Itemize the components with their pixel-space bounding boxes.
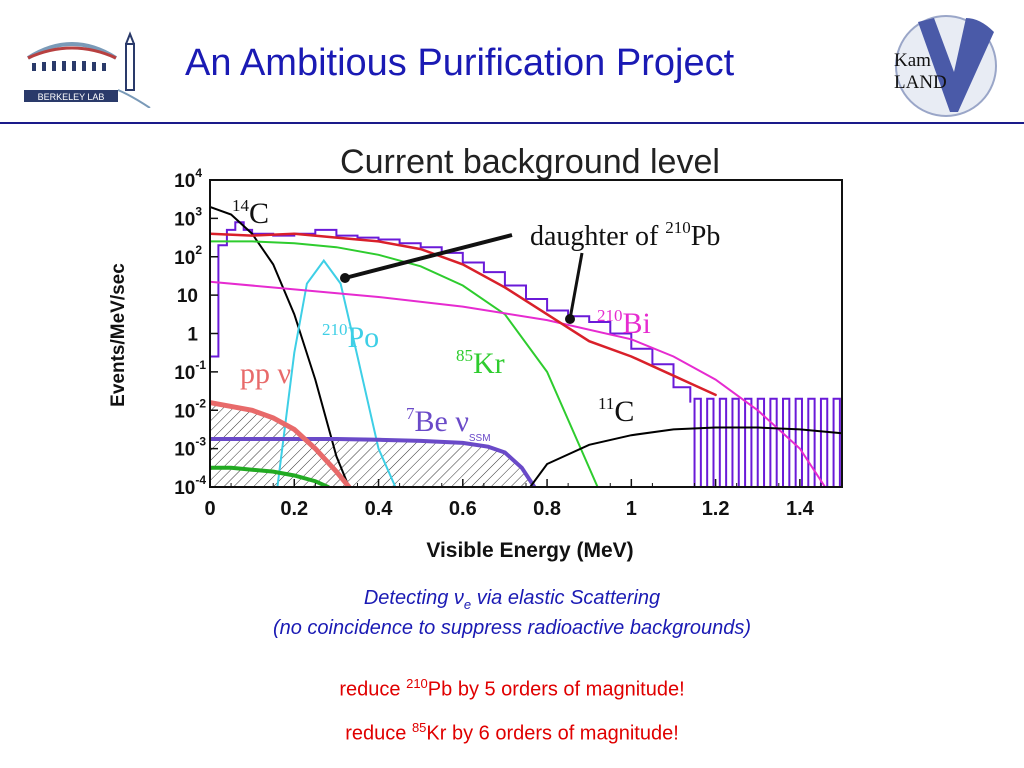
- y-tick-label: 10-3: [174, 435, 206, 461]
- histogram-spike: [794, 397, 803, 487]
- caption-line-1: Detecting νe via elastic Scattering: [363, 587, 661, 612]
- y-axis-label: Events/MeV/sec: [108, 263, 129, 407]
- x-tick-label: 1.2: [702, 498, 730, 520]
- chart-title: Current background level: [340, 143, 720, 181]
- histogram-spike: [769, 397, 778, 487]
- x-tick-label: 1.4: [786, 498, 815, 520]
- y-tick-label: 10-4: [174, 473, 206, 499]
- histogram-spike: [706, 397, 715, 487]
- series-210bi: [210, 280, 827, 487]
- histogram-spike: [731, 397, 740, 487]
- reduce-kr85-text: reduce 85Kr by 6 orders of magnitude!: [345, 720, 679, 745]
- y-tick-label: 10: [177, 286, 198, 307]
- histogram-spike: [832, 397, 841, 487]
- annotation-bi210: 210Bi: [597, 306, 651, 340]
- pointer-dot-bi210: [565, 314, 575, 324]
- x-tick-label: 0.2: [280, 498, 308, 520]
- histogram-spike: [756, 397, 766, 487]
- histogram-spike: [718, 397, 728, 487]
- x-tick-label: 1: [626, 498, 637, 520]
- x-tick-label: 0.6: [449, 498, 477, 520]
- logo-left-text: BERKELEY LAB: [38, 92, 105, 102]
- series-11c: [529, 426, 842, 487]
- pointer-dot-po210: [340, 273, 350, 283]
- series-7be-: [210, 437, 537, 487]
- x-tick-label: 0.8: [533, 498, 561, 520]
- logo-right-text-1: Kam: [894, 50, 931, 71]
- pointer-to-bi210: [568, 252, 584, 320]
- title-divider: [0, 122, 1024, 124]
- histogram-spike: [782, 397, 791, 487]
- x-axis: 0 0.2 0.4 0.6 0.8 1 1.2 1.4: [204, 479, 822, 520]
- y-tick-label: 102: [174, 243, 202, 269]
- plot-area: [210, 205, 842, 487]
- histogram-spike: [693, 397, 702, 487]
- hatched-region: [210, 402, 535, 487]
- histogram-spike: [819, 397, 829, 487]
- y-tick-label: 1: [187, 325, 198, 346]
- annotation-kr85: 85Kr: [456, 346, 505, 380]
- series-total: [210, 232, 717, 397]
- caption-line-2: (no coincidence to suppress radioactive …: [272, 617, 752, 639]
- berkeley-lab-logo: BERKELEY LAB: [24, 31, 151, 108]
- curve-group: [210, 205, 842, 487]
- nu-symbol: ν: [453, 587, 464, 609]
- histogram-spike: [807, 397, 816, 487]
- x-tick-label: 0: [204, 498, 215, 520]
- annotation-c14: 14C: [232, 196, 269, 230]
- slide-title: An Ambitious Purification Project: [185, 42, 735, 84]
- annotations: 14C daughter of 210Pb 210Po 85Kr 210Bi 1…: [232, 196, 720, 444]
- series-85kr: [210, 240, 599, 487]
- annotation-c11: 11C: [598, 394, 634, 428]
- annotation-pp: pp ν: [240, 357, 291, 390]
- x-axis-label: Visible Energy (MeV): [426, 539, 633, 562]
- series-pp-: [210, 400, 352, 487]
- y-tick-label: 10-1: [174, 358, 206, 384]
- pointer-lines: [340, 233, 584, 324]
- annotation-be7: 7Be νSSM: [406, 404, 491, 444]
- kamland-logo: Kam LAND: [894, 15, 997, 117]
- series-210po: [276, 258, 397, 487]
- logo-right-text-2: LAND: [894, 72, 947, 93]
- annotation-daughter-pb210: daughter of 210Pb: [530, 218, 720, 252]
- histogram-spike: [744, 397, 753, 487]
- reduce-pb210-text: reduce 210Pb by 5 orders of magnitude!: [339, 676, 685, 701]
- pointer-to-po210: [344, 233, 513, 280]
- annotation-po210: 210Po: [322, 320, 379, 354]
- series-low-green: [210, 465, 330, 487]
- y-tick-label: 10-2: [174, 396, 206, 422]
- y-tick-label: 103: [174, 204, 202, 230]
- background-spectrum-chart: Current background level 0 0.2 0.4 0.6 0.8 1 1…: [108, 143, 843, 562]
- x-tick-label: 0.4: [365, 498, 394, 520]
- y-tick-label: 104: [174, 166, 202, 192]
